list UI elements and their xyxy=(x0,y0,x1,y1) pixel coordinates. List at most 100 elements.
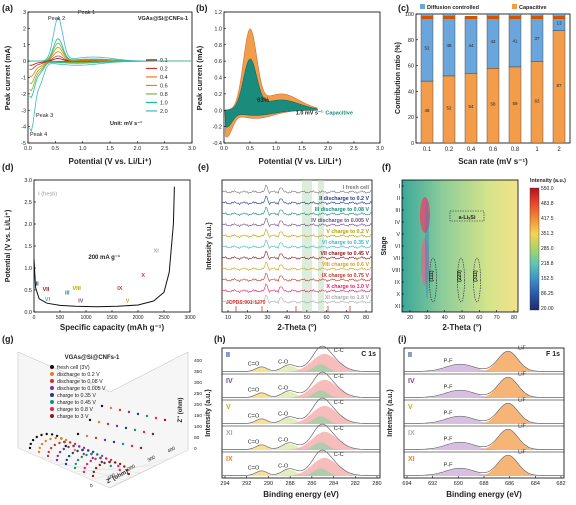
x-tick-label: 80 xyxy=(363,315,369,321)
eis-point xyxy=(91,456,95,460)
peak-label: C=O xyxy=(248,413,260,419)
eis-point xyxy=(63,440,66,444)
z-tick-label: 100 xyxy=(194,424,202,430)
x-tick-label: 1500 xyxy=(106,315,117,321)
x-axis-label: Binding energy (eV) xyxy=(263,490,339,499)
eis-point xyxy=(67,454,71,458)
bar-diffusion xyxy=(530,13,544,62)
y-tick-label: 2 xyxy=(23,26,26,32)
spectrum-envelope xyxy=(222,345,380,372)
legend-entry: fresh cell (3V) xyxy=(57,365,90,371)
eis-point xyxy=(54,436,57,440)
panel-label: (h) xyxy=(214,334,226,344)
eis-point xyxy=(29,442,32,446)
eis-point xyxy=(49,437,52,441)
eis-point xyxy=(123,465,126,468)
x-tick-label: 0.0 xyxy=(24,146,32,152)
legend-marker xyxy=(50,407,54,411)
legend-marker xyxy=(50,393,54,397)
xrd-pattern xyxy=(221,239,373,249)
y-tick-label: VIII xyxy=(392,268,401,274)
legend-marker xyxy=(50,400,54,404)
eis-point xyxy=(145,414,149,418)
y-tick-label: 3.0 xyxy=(24,178,32,184)
x-tick-label: 80 xyxy=(511,315,517,321)
peak-label: P-F xyxy=(444,359,454,365)
legend-entry: 2.0 xyxy=(160,109,168,115)
panel-c: (c) 48 52 0.1 52 48 0.2 54 44 0.4 58 42 0.6 59 41 0.8 63… xyxy=(395,3,571,166)
bar-cap-marker xyxy=(509,16,521,19)
pattern-label: VII charge to 0.45 V xyxy=(320,251,369,257)
y-tick-label: -4 xyxy=(21,125,26,131)
eis-point xyxy=(77,445,81,448)
bar-diffusion xyxy=(508,13,522,68)
x-tick-label: 0 xyxy=(89,483,94,490)
y-tick-label: XI xyxy=(395,304,401,310)
colorbar-tick: 351.3 xyxy=(541,231,554,237)
bar-cap-marker xyxy=(531,16,543,19)
peak-label: C-O xyxy=(278,360,289,366)
eis-point xyxy=(38,446,41,450)
eis-point xyxy=(151,432,155,436)
pattern-label: I fresh cell xyxy=(343,185,370,191)
plot-frame xyxy=(33,179,191,313)
eis-point xyxy=(73,442,77,446)
panel-label: (i) xyxy=(398,334,407,344)
peak-label: C-O xyxy=(278,464,289,470)
panel-label: (f) xyxy=(382,162,391,172)
x-tick-label: 100 xyxy=(107,472,117,481)
y-tick-label: 1.5 xyxy=(24,244,32,250)
eis-point xyxy=(65,458,69,462)
x-axis-label: Potential (V vs. Li/Li⁺) xyxy=(259,157,342,166)
rate-label: 1.0 mV s⁻¹ xyxy=(296,109,323,116)
peak-label: Peak 1 xyxy=(78,10,95,16)
y-tick-label: III xyxy=(395,208,400,214)
y-tick-label: 80 xyxy=(408,38,414,44)
plot-frame xyxy=(403,347,565,479)
peak-label: C=O xyxy=(248,465,260,471)
x-tick-label: 60 xyxy=(324,315,330,321)
x-tick-label: 292 xyxy=(242,481,251,487)
spectrum-envelope xyxy=(404,454,564,476)
x-tick-label: 2500 xyxy=(158,315,169,321)
eis-point xyxy=(35,435,38,439)
x-tick-label: 0.0 xyxy=(220,146,228,152)
z-tick-label: 300 xyxy=(194,380,202,386)
hot-spot xyxy=(421,238,429,286)
bar-diffusion xyxy=(486,13,500,69)
spectrum-envelope xyxy=(404,428,564,450)
eis-point xyxy=(112,440,116,444)
plot-frame xyxy=(221,179,373,313)
pattern-label: V charge to 0.2 V xyxy=(326,229,369,235)
eis-point xyxy=(58,450,62,454)
stage-label: II xyxy=(226,352,230,359)
eis-point xyxy=(53,443,56,447)
eis-point xyxy=(47,450,50,454)
colorbar-tick: 417.5 xyxy=(541,216,554,222)
y-tick-label: II xyxy=(397,196,401,202)
bar-value-label: 42 xyxy=(490,39,496,44)
x-tick-label: 288 xyxy=(286,481,295,487)
colorbar-tick: 86.25 xyxy=(541,291,554,297)
legend-marker xyxy=(50,414,54,418)
chart-title: VGAs@Si@CNFs-1 xyxy=(65,355,120,361)
eis-point xyxy=(81,448,84,452)
stage-label: I (fresh) xyxy=(38,191,57,197)
xrd-pattern xyxy=(221,195,373,205)
y-tick-label: 0.6 xyxy=(214,59,222,65)
pattern-label: IV discharge to 0.005 V xyxy=(311,218,369,224)
panel-e: (e) I fresh cell II discharge to 0.2 V III … xyxy=(198,162,373,332)
legend-entry: Capacitive xyxy=(325,110,353,116)
eis-point xyxy=(139,446,143,450)
fit-peak xyxy=(404,468,564,476)
y-tick-label: 0.0 xyxy=(24,310,32,316)
fit-peak xyxy=(222,379,380,398)
eis-point xyxy=(31,438,35,442)
3d-grid xyxy=(17,447,111,489)
legend-swatch xyxy=(512,4,517,9)
bar-cap-marker xyxy=(465,16,477,19)
y-tick-label: -5 xyxy=(21,141,26,147)
eis-point xyxy=(83,466,87,470)
peak-label: C-C xyxy=(334,374,344,380)
z-tick-label: 200 xyxy=(194,402,202,408)
